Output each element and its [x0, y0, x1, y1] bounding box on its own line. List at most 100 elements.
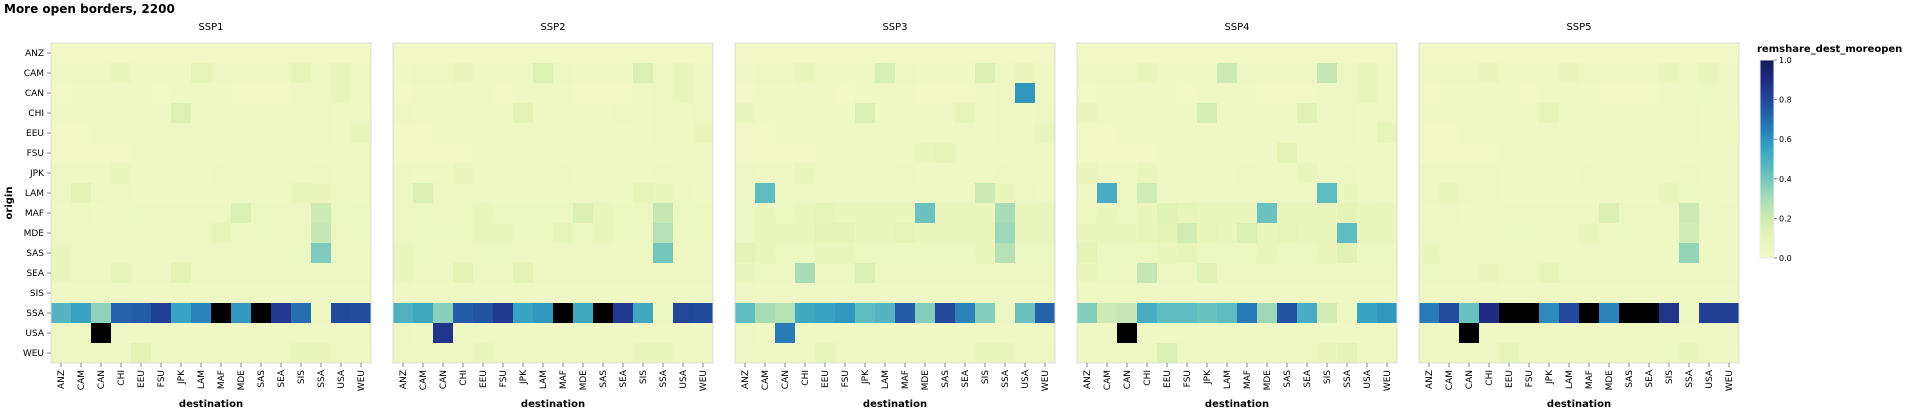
- heatmap-cell: [855, 343, 876, 364]
- heatmap-cell: [1459, 223, 1480, 244]
- heatmap-cell: [393, 123, 414, 144]
- heatmap-cell: [1297, 203, 1318, 224]
- heatmap-cell: [271, 263, 292, 284]
- heatmap-cell: [1539, 183, 1560, 204]
- heatmap-cell: [1237, 203, 1258, 224]
- heatmap-cell: [553, 143, 574, 164]
- heatmap-cell: [151, 63, 172, 84]
- heatmap-cell: [51, 63, 72, 84]
- heatmap-cell: [1539, 323, 1560, 344]
- heatmap-cell: [393, 283, 414, 304]
- heatmap-cell: [51, 323, 72, 344]
- heatmap-cell: [1679, 203, 1700, 224]
- heatmap-cell: [795, 203, 816, 224]
- heatmap-cell: [1559, 283, 1580, 304]
- heatmap-cell: [1699, 103, 1720, 124]
- heatmap-cell: [1439, 83, 1460, 104]
- heatmap-cell: [1197, 83, 1218, 104]
- heatmap-cell: [453, 63, 474, 84]
- heatmap-cell: [1117, 303, 1138, 324]
- heatmap-cell: [1579, 283, 1600, 304]
- heatmap-cell: [1077, 103, 1098, 124]
- heatmap-cell: [1277, 283, 1298, 304]
- heatmap-cell: [1097, 143, 1118, 164]
- heatmap-cell: [593, 43, 614, 64]
- heatmap-cell: [1197, 223, 1218, 244]
- heatmap-cell: [653, 343, 674, 364]
- heatmap-cell: [1679, 103, 1700, 124]
- heatmap-cell: [673, 63, 694, 84]
- heatmap-cell: [351, 123, 372, 144]
- heatmap-cell: [1539, 343, 1560, 364]
- heatmap-cell: [251, 283, 272, 304]
- heatmap-cell: [433, 83, 454, 104]
- heatmap-cell: [1499, 63, 1520, 84]
- heatmap-cell: [111, 343, 132, 364]
- heatmap-cell: [935, 163, 956, 184]
- heatmap-cell: [795, 103, 816, 124]
- heatmap-cell: [473, 303, 494, 324]
- heatmap-cell: [1479, 143, 1500, 164]
- heatmap-cell: [1459, 243, 1480, 264]
- heatmap-cell: [1357, 63, 1378, 84]
- heatmap-cell: [1015, 103, 1036, 124]
- heatmap-cell: [433, 283, 454, 304]
- heatmap-cell: [271, 143, 292, 164]
- heatmap-cell: [1097, 83, 1118, 104]
- heatmap-cell: [1659, 103, 1680, 124]
- heatmap-cell: [975, 223, 996, 244]
- heatmap-cell: [895, 223, 916, 244]
- x-tick-label: MDE: [237, 370, 247, 391]
- heatmap-cell: [573, 243, 594, 264]
- heatmap-cell: [915, 303, 936, 324]
- heatmap-cell: [473, 223, 494, 244]
- heatmap-cell: [1419, 163, 1440, 184]
- heatmap-cell: [573, 303, 594, 324]
- heatmap-cell: [1679, 123, 1700, 144]
- heatmap-cell: [553, 203, 574, 224]
- heatmap-cell: [71, 183, 92, 204]
- heatmap-cell: [51, 163, 72, 184]
- y-axis-title: origin: [4, 187, 15, 220]
- heatmap-cell: [1015, 163, 1036, 184]
- heatmap-cell: [653, 203, 674, 224]
- heatmap-cell: [1277, 303, 1298, 324]
- heatmap-cell: [1157, 263, 1178, 284]
- heatmap-cell: [1659, 263, 1680, 284]
- heatmap-cell: [1377, 103, 1398, 124]
- heatmap-cell: [955, 123, 976, 144]
- heatmap-cell: [593, 283, 614, 304]
- heatmap-cell: [111, 123, 132, 144]
- heatmap-cell: [775, 103, 796, 124]
- heatmap-cell: [1679, 183, 1700, 204]
- heatmap-cell: [453, 323, 474, 344]
- heatmap-cell: [413, 203, 434, 224]
- heatmap-cell: [815, 203, 836, 224]
- facet-title: SSP4: [1224, 22, 1249, 33]
- y-tick-label: CHI: [28, 109, 44, 119]
- heatmap-cell: [553, 283, 574, 304]
- x-tick-label: MAF: [901, 370, 911, 389]
- heatmap-cell: [311, 183, 332, 204]
- heatmap-cell: [1419, 243, 1440, 264]
- heatmap-cell: [1659, 83, 1680, 104]
- x-tick-label: SAS: [599, 370, 609, 388]
- heatmap-cell: [473, 263, 494, 284]
- heatmap-cell: [1699, 263, 1720, 284]
- facet-frame: [1076, 42, 1398, 364]
- heatmap-cell: [1619, 183, 1640, 204]
- heatmap-cell: [1599, 43, 1620, 64]
- heatmap-cell: [1679, 163, 1700, 184]
- heatmap-cell: [1419, 183, 1440, 204]
- heatmap-cell: [915, 283, 936, 304]
- heatmap-cell: [513, 223, 534, 244]
- heatmap-cell: [1579, 263, 1600, 284]
- heatmap-cell: [111, 183, 132, 204]
- heatmap-cell: [151, 163, 172, 184]
- heatmap-cell: [573, 43, 594, 64]
- heatmap-cell: [915, 203, 936, 224]
- heatmap-cell: [191, 163, 212, 184]
- heatmap-cell: [553, 323, 574, 344]
- heatmap-cell: [1659, 343, 1680, 364]
- x-tick-label: CHI: [459, 370, 469, 386]
